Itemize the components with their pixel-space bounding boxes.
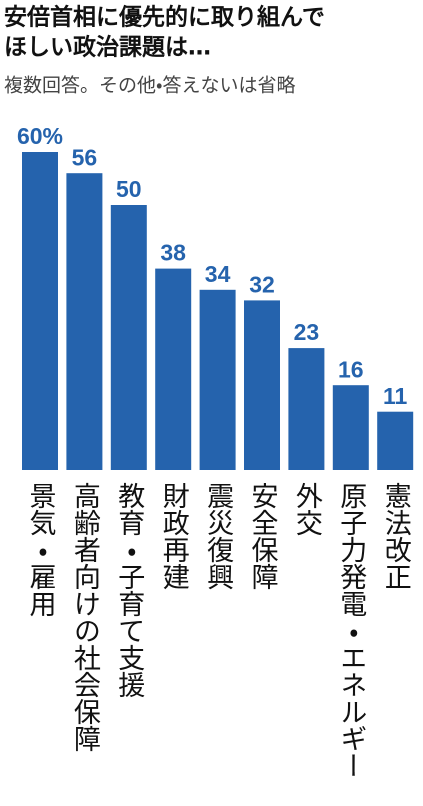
value-label: 32: [249, 271, 275, 297]
chart-subtitle: 複数回答。その他・答えないは省略: [4, 75, 295, 97]
bar: [110, 205, 147, 470]
chart-title: 安倍首相に優先的に取り組んで: [4, 4, 325, 31]
category-label: 原子力発電・エネルギー: [335, 482, 367, 779]
category-label: 景気・雇用: [25, 482, 57, 617]
category-label: 財政再建: [158, 482, 190, 590]
category-label: 外交: [291, 482, 323, 536]
category-label: 憲法改正: [380, 482, 411, 590]
bar: [244, 300, 280, 470]
value-label: 23: [294, 319, 320, 345]
category-label: 震災復興: [202, 482, 234, 590]
chart-title: ほしい政治課題は…: [4, 34, 211, 61]
bar: [377, 411, 414, 470]
value-label: 60%: [17, 123, 63, 149]
value-label: 50: [116, 176, 142, 202]
value-label: 16: [338, 356, 364, 382]
category-label: 安全保障: [247, 482, 279, 590]
value-label: 34: [205, 261, 231, 287]
category-label: 高齢者向けの社会保障: [69, 482, 101, 752]
value-label: 11: [383, 383, 408, 409]
bar: [22, 152, 58, 470]
category-label: 教育・子育て支援: [113, 482, 145, 698]
value-label: 38: [160, 240, 186, 266]
bar: [66, 173, 103, 470]
bar: [332, 385, 369, 470]
bar: [288, 348, 325, 470]
bar: [199, 289, 236, 470]
bar: [155, 268, 192, 470]
value-label: 56: [72, 144, 98, 170]
